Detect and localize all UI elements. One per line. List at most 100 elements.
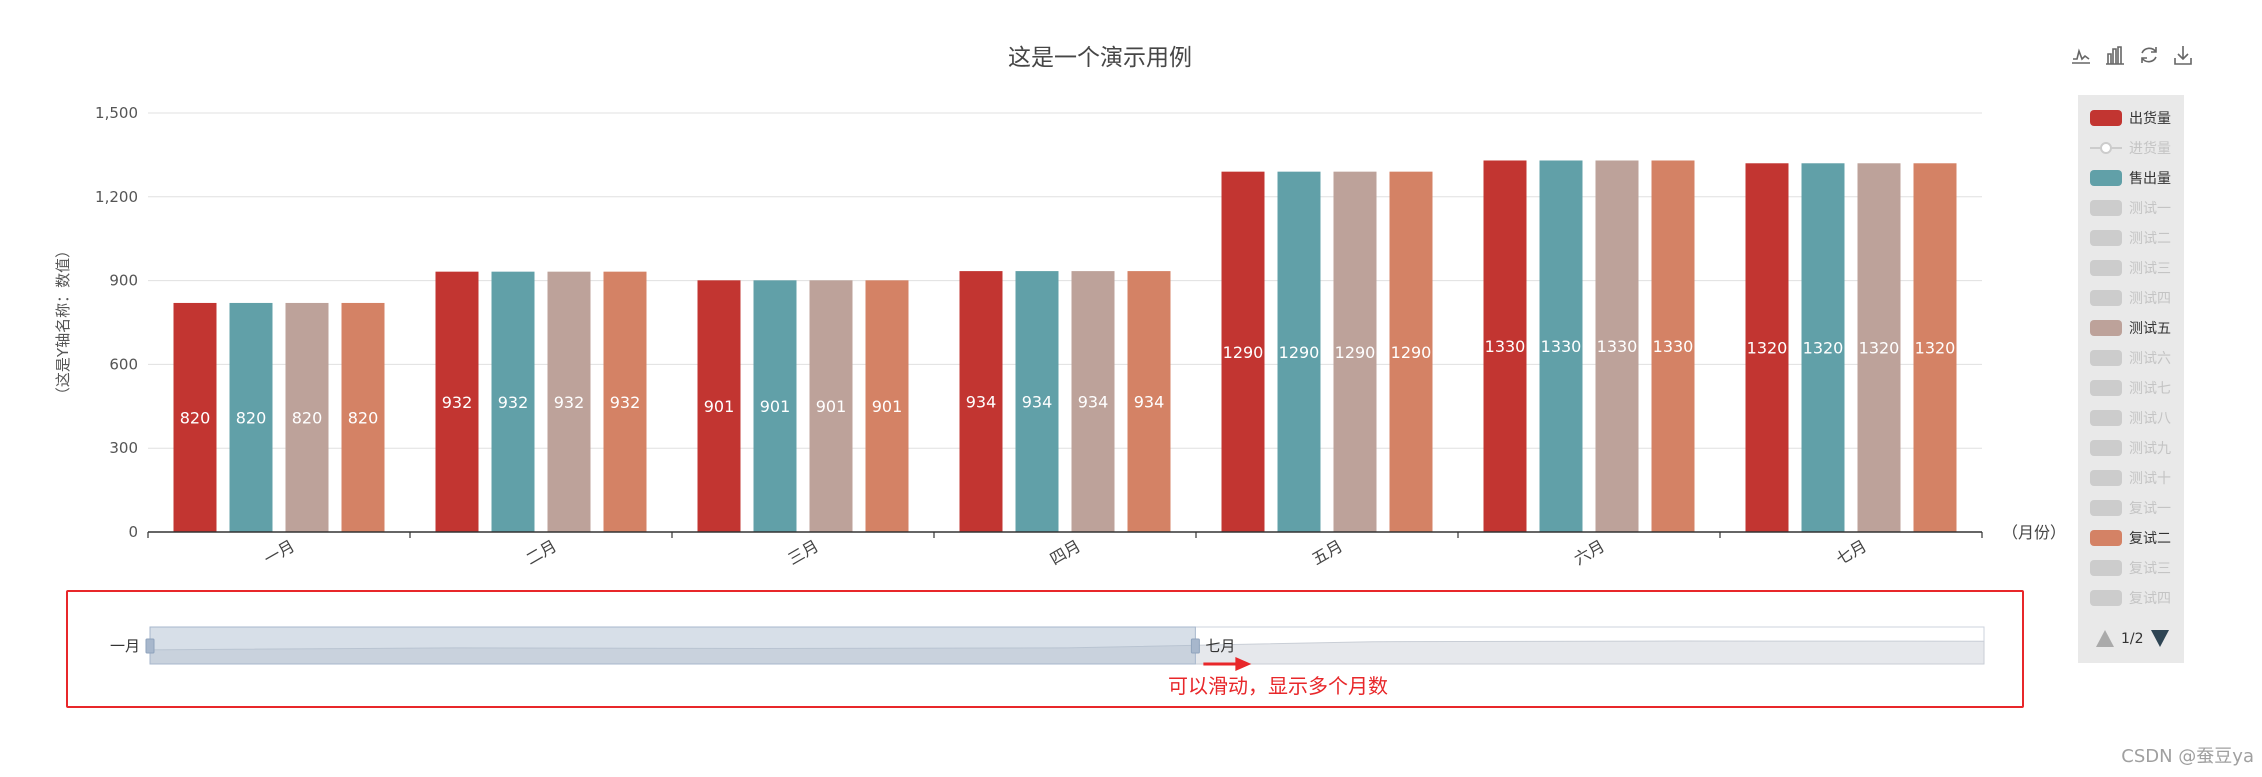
legend-item[interactable]: 进货量 <box>2078 137 2184 157</box>
bar-value-label: 1330 <box>1541 337 1582 356</box>
x-tick-label: 四月 <box>1047 536 1084 568</box>
bar <box>285 302 329 532</box>
bar <box>809 280 853 532</box>
y-tick-label: 600 <box>109 355 138 373</box>
legend-item[interactable]: 出货量 <box>2078 107 2184 127</box>
bar <box>1333 171 1377 532</box>
legend-swatch <box>2090 350 2122 366</box>
legend-label: 测试三 <box>2129 261 2171 277</box>
bar-chart-icon[interactable] <box>2104 44 2126 66</box>
legend-page-indicator: 1/2 <box>2121 630 2144 647</box>
x-tick-label: 五月 <box>1309 536 1346 568</box>
bar-value-label: 934 <box>1078 393 1109 412</box>
bar-value-label: 1330 <box>1597 337 1638 356</box>
legend-label: 测试六 <box>2129 351 2171 367</box>
bar-value-label: 1290 <box>1391 343 1432 362</box>
legend-next-page-button[interactable] <box>2150 630 2169 647</box>
legend-item[interactable]: 测试一 <box>2078 197 2184 217</box>
bar-value-label: 901 <box>872 397 903 416</box>
legend-item[interactable]: 测试六 <box>2078 347 2184 367</box>
bar <box>1127 271 1171 532</box>
download-icon[interactable] <box>2172 44 2194 66</box>
bar <box>1277 171 1321 532</box>
legend-swatch <box>2090 290 2122 306</box>
axis-layer: 0 300 600 900 1,200 1,500 （这是Y轴名称：数值） 一月 二月 三月 四月 五… <box>54 104 2066 569</box>
legend-swatch <box>2090 200 2122 216</box>
bar <box>1389 171 1433 532</box>
x-tick-label: 七月 <box>1833 536 1870 568</box>
legend-swatch <box>2090 110 2122 126</box>
legend-item[interactable]: 测试二 <box>2078 227 2184 247</box>
line-chart-icon[interactable] <box>2070 44 2092 66</box>
datazoom-start-handle[interactable] <box>145 638 155 654</box>
legend-swatch <box>2090 470 2122 486</box>
bar <box>1857 163 1901 532</box>
legend: 出货量进货量售出量测试一测试二测试三测试四测试五测试六测试七测试八测试九测试十复… <box>2078 95 2184 663</box>
legend-item[interactable]: 测试九 <box>2078 437 2184 457</box>
datazoom-start-label: 一月 <box>110 637 140 655</box>
bar <box>1651 160 1695 532</box>
legend-swatch <box>2090 440 2122 456</box>
legend-item[interactable]: 复试一 <box>2078 497 2184 517</box>
legend-item[interactable]: 测试七 <box>2078 377 2184 397</box>
legend-swatch <box>2090 530 2122 546</box>
y-tick-label: 900 <box>109 272 138 290</box>
bar-value-label: 901 <box>704 397 735 416</box>
legend-item[interactable]: 测试三 <box>2078 257 2184 277</box>
datazoom-data-shadow <box>149 640 1985 665</box>
legend-label: 复试四 <box>2129 591 2171 607</box>
legend-swatch <box>2090 260 2122 276</box>
legend-label: 售出量 <box>2129 171 2171 187</box>
datazoom-end-handle[interactable] <box>1190 638 1200 654</box>
bar-value-label: 901 <box>816 397 847 416</box>
bar <box>1539 160 1583 532</box>
legend-swatch <box>2090 230 2122 246</box>
bar-value-label: 1290 <box>1279 343 1320 362</box>
legend-prev-page-button[interactable] <box>2096 630 2114 647</box>
bar-value-label: 932 <box>442 393 473 412</box>
bars-layer: 820 932 901 934 1290 1330 1320 820 932 901 934 1290… <box>173 160 1957 532</box>
x-tick-label: 二月 <box>523 536 560 568</box>
legend-label: 测试四 <box>2129 291 2171 307</box>
legend-item[interactable]: 测试五 <box>2078 317 2184 337</box>
datazoom-end-label: 七月 <box>1205 637 1235 655</box>
datazoom-slider: 一月 七月 <box>110 626 1985 671</box>
bar <box>753 280 797 532</box>
legend-item[interactable]: 测试十 <box>2078 467 2184 487</box>
bar <box>491 271 535 532</box>
legend-item[interactable]: 复试三 <box>2078 557 2184 577</box>
legend-label: 出货量 <box>2129 111 2171 127</box>
bar <box>1015 271 1059 532</box>
bar <box>1801 163 1845 532</box>
bar-value-label: 901 <box>760 397 791 416</box>
bar-value-label: 820 <box>348 408 379 427</box>
legend-item[interactable]: 售出量 <box>2078 167 2184 187</box>
watermark: CSDN @蚕豆ya <box>2121 746 2254 767</box>
bar <box>959 271 1003 532</box>
bar <box>173 302 217 532</box>
legend-swatch <box>2090 320 2122 336</box>
legend-label: 测试七 <box>2129 381 2171 397</box>
legend-item[interactable]: 测试八 <box>2078 407 2184 427</box>
refresh-icon[interactable] <box>2138 44 2160 66</box>
bar-value-label: 1320 <box>1859 339 1900 358</box>
bar-value-label: 1290 <box>1223 343 1264 362</box>
bar <box>547 271 591 532</box>
x-tick-label: 一月 <box>261 536 298 568</box>
legend-label: 测试十 <box>2129 471 2171 487</box>
legend-label: 测试九 <box>2129 441 2171 457</box>
bar <box>229 302 273 532</box>
legend-swatch <box>2090 590 2122 606</box>
bar <box>865 280 909 532</box>
legend-item[interactable]: 复试四 <box>2078 587 2184 607</box>
bar-value-label: 820 <box>292 408 323 427</box>
legend-label: 测试一 <box>2129 201 2171 217</box>
bar <box>603 271 647 532</box>
bar <box>341 302 385 532</box>
bar <box>1913 163 1957 532</box>
bar-value-label: 932 <box>610 393 641 412</box>
legend-item[interactable]: 复试二 <box>2078 527 2184 547</box>
bar-value-label: 1290 <box>1335 343 1376 362</box>
legend-item[interactable]: 测试四 <box>2078 287 2184 307</box>
